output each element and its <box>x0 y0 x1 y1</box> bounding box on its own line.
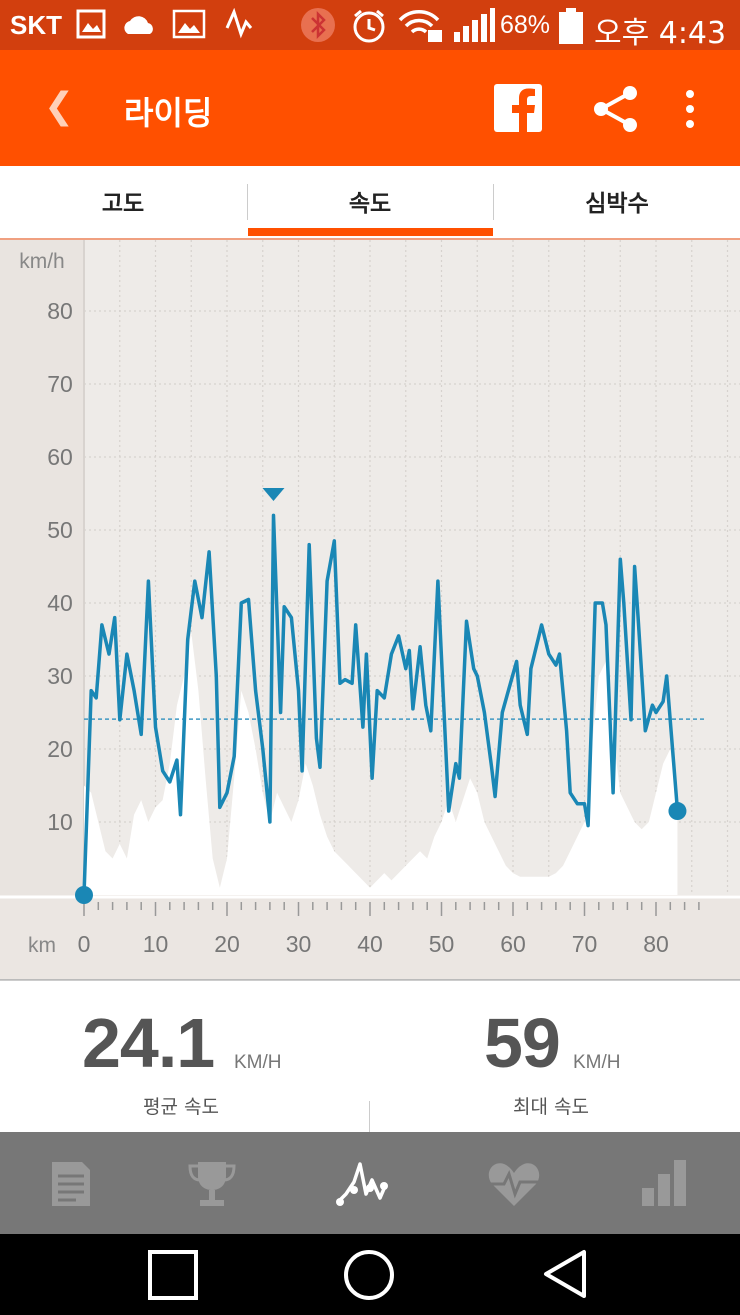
tab-divider <box>247 184 248 220</box>
tab-bar: 고도 속도 심박수 <box>0 166 740 240</box>
max-speed-unit: KM/H <box>573 1052 621 1073</box>
tab-divider <box>493 184 494 220</box>
x-tick-label: 30 <box>286 931 312 957</box>
y-tick-label: 60 <box>47 444 73 470</box>
tab-selected-indicator <box>248 228 493 236</box>
gallery-icon <box>76 9 106 39</box>
back-icon[interactable]: ❮ <box>44 86 75 127</box>
x-axis-label: km <box>28 934 56 957</box>
activity-icon <box>225 8 253 39</box>
x-tick-label: 80 <box>643 931 669 957</box>
image-icon <box>172 9 206 39</box>
tab-altitude[interactable]: 고도 <box>101 191 145 217</box>
x-tick-label: 40 <box>357 931 383 957</box>
carrier-label: SKT <box>10 10 62 40</box>
stats-panel: 24.1 KM/H 평균 속도 59 KM/H 최대 속도 <box>0 980 740 1133</box>
home-icon[interactable] <box>342 1248 396 1302</box>
y-axis-band <box>0 240 84 895</box>
back-triangle-icon[interactable] <box>540 1248 590 1302</box>
document-icon[interactable] <box>42 1154 102 1214</box>
average-speed-unit: KM/H <box>234 1052 282 1073</box>
x-tick-label: 10 <box>143 931 169 957</box>
speed-chart[interactable]: km/h km 10 20 30 40 50 60 70 80 0 10 20 30 40 50 60 70… <box>0 240 740 980</box>
y-tick-label: 10 <box>47 809 73 835</box>
average-speed-label: 평균 속도 <box>143 1096 219 1118</box>
battery-percent: 68% <box>500 11 551 39</box>
tab-speed[interactable]: 속도 <box>348 191 392 217</box>
status-bar: SKT 68% 오후 4:43 <box>0 0 740 51</box>
bluetooth-icon <box>301 8 335 42</box>
average-speed-value: 24.1 <box>82 1004 215 1082</box>
heart-rate-icon[interactable] <box>484 1154 544 1214</box>
max-speed-value: 59 <box>484 1004 561 1082</box>
battery-icon <box>559 8 583 44</box>
page-title: 라이딩 <box>124 94 213 132</box>
recents-icon[interactable] <box>148 1250 200 1302</box>
y-tick-label: 30 <box>47 663 73 689</box>
wifi-lock-icon <box>398 10 442 42</box>
bar-chart-icon[interactable] <box>636 1154 696 1214</box>
share-icon[interactable] <box>592 84 642 134</box>
y-tick-labels: 10 20 30 40 50 60 70 80 <box>47 298 73 835</box>
more-icon[interactable] <box>680 84 700 134</box>
x-tick-label: 0 <box>78 931 91 957</box>
trophy-icon[interactable] <box>182 1154 242 1214</box>
clock: 오후 4:43 <box>594 16 727 51</box>
end-point-marker <box>668 802 687 821</box>
x-tick-label: 60 <box>500 931 526 957</box>
speed-series-line <box>82 513 680 896</box>
x-minor-ticks <box>83 902 700 916</box>
alarm-icon <box>353 9 385 43</box>
activity-chart-icon[interactable] <box>332 1154 392 1214</box>
system-nav-bar <box>0 1234 740 1315</box>
start-point-marker <box>75 886 93 904</box>
y-tick-label: 70 <box>47 371 73 397</box>
x-tick-label: 50 <box>429 931 455 957</box>
x-tick-label: 70 <box>572 931 598 957</box>
y-tick-label: 20 <box>47 736 73 762</box>
max-speed-marker <box>262 488 285 501</box>
facebook-icon[interactable] <box>494 84 542 132</box>
y-tick-label: 50 <box>47 517 73 543</box>
app-bar: ❮ 라이딩 <box>0 50 740 166</box>
tab-bar-border <box>0 238 740 240</box>
stats-divider <box>369 1101 370 1133</box>
y-tick-label: 40 <box>47 590 73 616</box>
elevation-profile-area <box>84 632 678 895</box>
x-tick-label: 20 <box>214 931 240 957</box>
cloud-icon <box>124 16 153 34</box>
y-tick-label: 80 <box>47 298 73 324</box>
bottom-nav <box>0 1132 740 1234</box>
max-speed-label: 최대 속도 <box>513 1096 589 1118</box>
y-axis-label: km/h <box>19 250 65 273</box>
signal-icon <box>454 8 495 42</box>
tab-heart-rate[interactable]: 심박수 <box>585 191 649 217</box>
x-tick-labels: 0 10 20 30 40 50 60 70 80 <box>78 931 669 957</box>
